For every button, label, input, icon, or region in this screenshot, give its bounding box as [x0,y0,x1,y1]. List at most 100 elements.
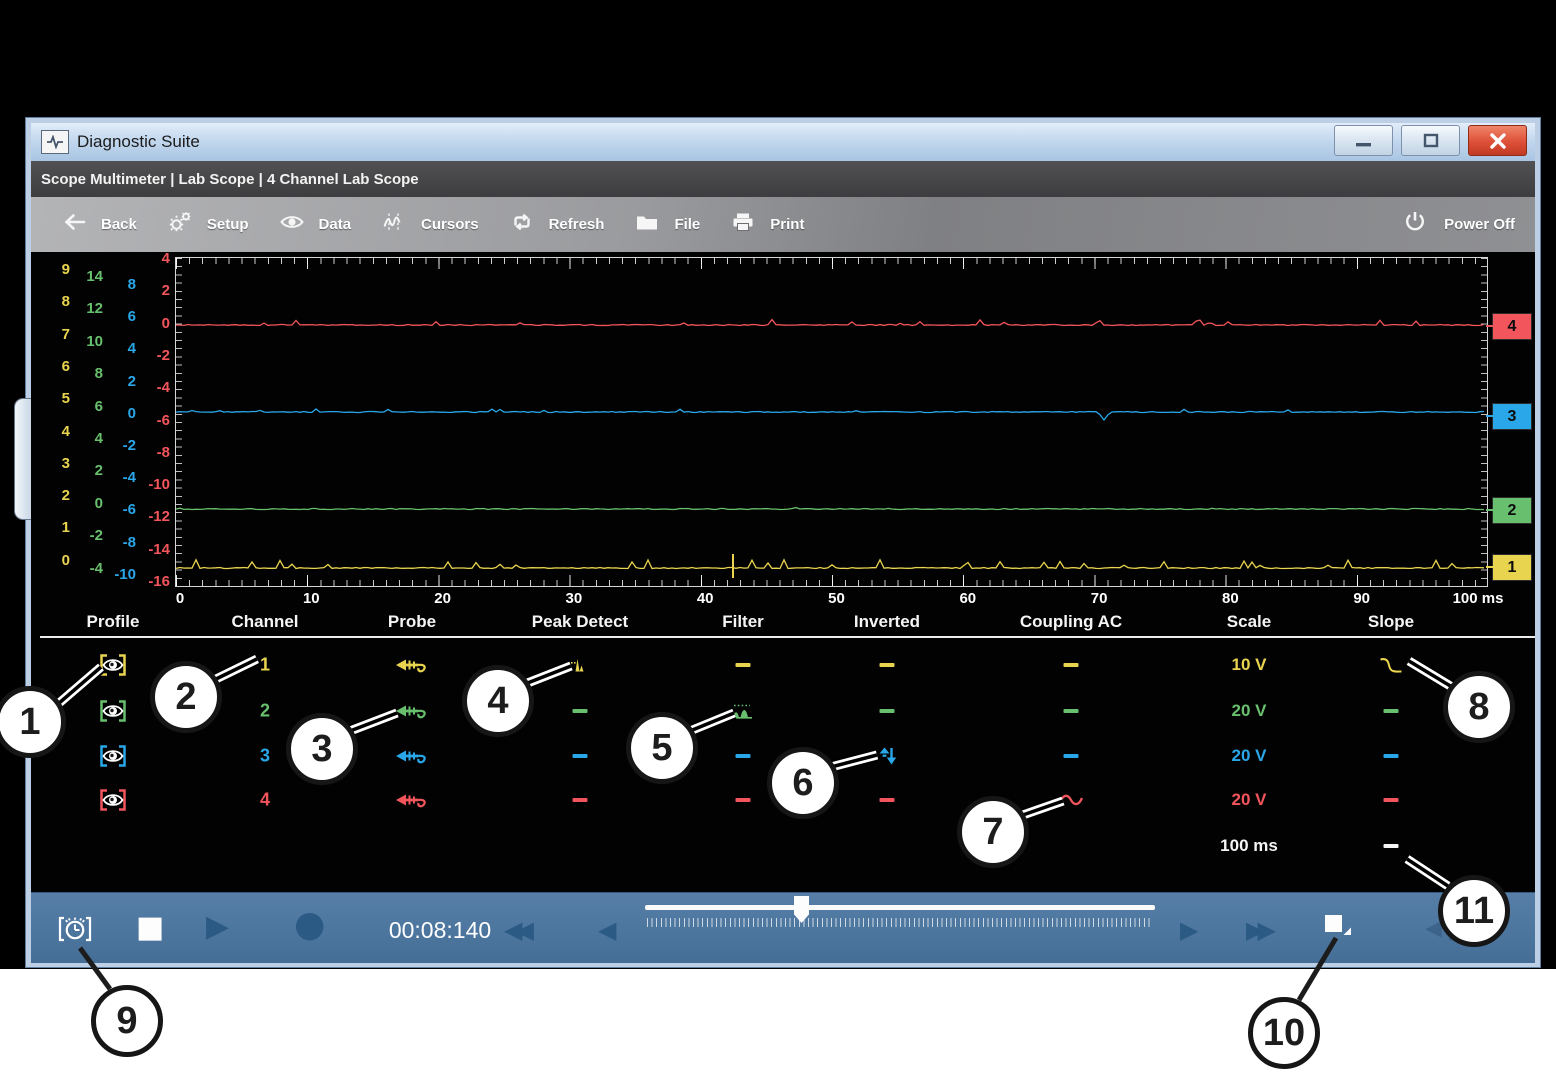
slope-ch4[interactable] [1383,798,1399,802]
channel-badge-4[interactable]: 4 [1492,313,1532,340]
y-axis-ch2-label: -2 [89,527,103,545]
channel-ch4[interactable]: 4 [260,790,270,811]
slider-track[interactable] [645,905,1155,910]
y-axis-ch3-label: -10 [114,565,136,583]
scale-ch1[interactable]: 10 V [1232,655,1267,675]
profile-ch4[interactable] [98,788,128,812]
toolbar-item-cursors[interactable]: Cursors [381,211,479,238]
channel-ch2[interactable]: 2 [260,701,270,722]
inverted-ch4[interactable] [879,798,895,802]
filter-ch4[interactable] [735,798,751,802]
slope-ch3[interactable] [1383,754,1399,758]
slope-ch2[interactable] [1383,709,1399,713]
coupling_ac-ch2[interactable] [1063,709,1079,713]
scale-ch2[interactable]: 20 V [1232,701,1267,721]
step-forward-button[interactable]: ▶ [1180,916,1199,944]
inverted-ch3[interactable] [877,745,897,767]
channel-badge-3[interactable]: 3 [1492,403,1532,430]
scope-plot[interactable] [175,257,1488,587]
toolbar-item-back[interactable]: Back [61,211,137,238]
filter-ch3[interactable] [735,754,751,758]
toolbar-item-print[interactable]: Print [730,211,804,238]
setup-icon [167,210,193,239]
callout-number: 10 [1262,1011,1306,1054]
badge-connector [1486,566,1493,568]
coupling_ac-ch3[interactable] [1063,754,1079,758]
scale-value: 20 V [1231,746,1267,765]
coupling_ac-ch4[interactable] [1058,793,1084,807]
peak_detect-ch3[interactable] [572,754,588,758]
column-header-peak_detect: Peak Detect [531,612,629,631]
dash-none-icon [572,754,588,758]
y-axis-ch1-label: 3 [61,454,70,472]
close-button[interactable] [1468,125,1527,156]
inverted-ch2[interactable] [879,709,895,713]
peak_detect-ch1[interactable] [568,656,592,674]
channel-ch1[interactable]: 1 [260,655,270,676]
rewind-button[interactable]: ◀◀ [504,916,534,944]
scale-ch3[interactable]: 20 V [1232,746,1267,766]
toolbar-item-file[interactable]: File [634,211,700,238]
profile-ch2[interactable] [98,699,128,723]
minimize-button[interactable] [1334,125,1393,156]
dash-none-icon [1383,798,1399,802]
trace-channel-4 [176,318,1485,327]
profile-ch1[interactable] [98,653,128,677]
stop-button[interactable]: ■ [136,910,165,945]
app-icon [41,130,69,154]
toolbar-item-refresh[interactable]: Refresh [509,211,604,238]
y-axis-ch4-label: 0 [161,314,170,332]
slider-thumb[interactable] [794,896,809,923]
filter-ch2[interactable] [731,702,755,720]
probe-ch3[interactable] [395,746,429,766]
peak_detect-ch4[interactable] [572,798,588,802]
back-icon [61,211,87,238]
x-axis-label: 60 [959,590,977,607]
y-axis-ch2-label: 12 [86,300,103,318]
y-axis-ch2-label: -4 [89,559,103,577]
x-axis-label: 40 [696,590,714,607]
fast-forward-button[interactable]: ▶▶ [1246,916,1276,944]
slope-ch1[interactable] [1378,656,1404,674]
slope-sweep[interactable] [1383,844,1399,848]
channel-badge-1[interactable]: 1 [1492,554,1532,581]
y-axis-ch4-label: -14 [148,540,170,558]
toolbar-item-setup[interactable]: Setup [167,210,249,239]
callout-1-profile-eye-channel-1: 1 [0,686,66,758]
coupling_ac-ch1[interactable] [1063,663,1079,667]
profile-ch3[interactable] [98,744,128,768]
power-off-button[interactable]: Power Off [1402,210,1515,239]
slide-out-tab-handle[interactable] [14,398,34,520]
scale-sweep[interactable]: 100 ms [1220,836,1278,856]
y-axis-ch4-label: -4 [156,379,170,397]
probe-ch1[interactable] [395,655,429,675]
step-back-button[interactable]: ◀ [598,916,617,944]
probe-ch4[interactable] [395,790,429,810]
y-axis-ch1-label: 8 [61,293,70,311]
y-axis-ch3-label: -8 [122,533,136,551]
y-axis-ch1-label: 2 [61,487,70,505]
minimize-icon [1355,142,1371,146]
channel-badge-2[interactable]: 2 [1492,497,1532,524]
toolbar-label-data: Data [318,216,352,233]
scale-ch4[interactable]: 20 V [1232,790,1267,810]
callout-number: 9 [116,999,138,1042]
filter-ch1[interactable] [735,663,751,667]
toolbar-item-data[interactable]: Data [279,211,352,238]
dash-none-icon [1063,754,1079,758]
callout-8-slope-channel-1: 8 [1443,671,1515,743]
capture-timer-button[interactable] [57,915,93,948]
play-button[interactable]: ▶ [206,909,230,944]
figure-margin [0,969,1556,1084]
callout-number: 11 [1453,889,1495,932]
channel-ch3[interactable]: 3 [260,746,270,767]
y-axis-ch2-label: 10 [86,332,103,350]
probe-ch2[interactable] [395,701,429,721]
record-button[interactable]: ● [294,904,326,945]
peak_detect-ch2[interactable] [572,709,588,713]
inverted-ch1[interactable] [879,663,895,667]
profile-eye-icon [100,745,126,767]
maximize-button[interactable] [1401,125,1460,156]
zoom-snapshot-button[interactable] [1322,912,1352,943]
